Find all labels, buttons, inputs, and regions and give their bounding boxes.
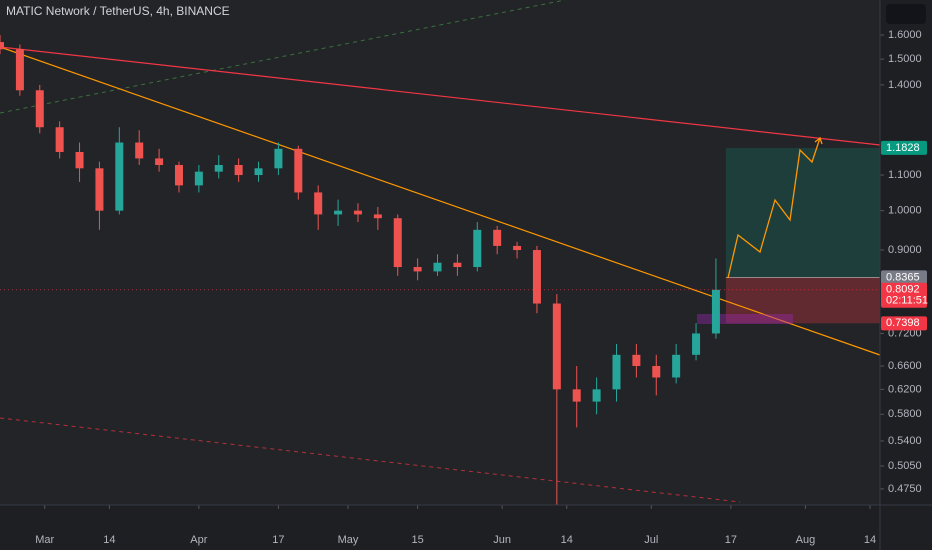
y-tick-label: 1.4000: [888, 79, 922, 91]
loss-zone: [725, 277, 880, 324]
candle-body: [174, 164, 183, 186]
x-tick-label: 15: [412, 534, 424, 546]
price-label: 1.1828: [886, 142, 920, 154]
candle-body: [493, 229, 502, 246]
candle-body: [135, 142, 144, 159]
y-tick-label: 0.6600: [888, 360, 922, 372]
candle-body: [314, 192, 323, 215]
y-tick-label: 0.6200: [888, 383, 922, 395]
candle-body: [353, 210, 362, 215]
candle-body: [413, 267, 422, 272]
y-tick-label: 1.5000: [888, 53, 922, 65]
x-tick-label: 14: [103, 534, 115, 546]
trendline: [0, 0, 566, 114]
drawings: [0, 0, 881, 503]
y-tick-label: 1.6000: [888, 29, 922, 41]
x-tick-label: Mar: [35, 534, 54, 546]
price-label-bg: [881, 270, 927, 285]
candle-body: [35, 90, 44, 128]
position-layer: [725, 147, 880, 324]
price-label: 0.8092: [886, 284, 920, 296]
projection-arrow: [814, 136, 823, 145]
x-tick-label: Apr: [190, 534, 207, 546]
candle-body: [632, 354, 641, 366]
price-label: 0.8365: [886, 271, 920, 283]
y-tick-label: 0.5400: [888, 435, 922, 447]
axes: 1.6000 1.5000 1.4000 1.1000 1.0000 0.9000 0.72…: [0, 29, 928, 546]
y-tick-label: 0.7200: [888, 327, 922, 339]
x-tick-label: May: [338, 534, 359, 546]
chart-title: MATIC Network / TetherUS, 4h, BINANCE: [6, 4, 230, 18]
zone: [697, 314, 793, 324]
price-label-bg: [881, 140, 927, 155]
candles: [0, 34, 720, 505]
y-tick-label: 0.9000: [888, 244, 922, 256]
candle-body: [373, 214, 382, 219]
settings-button[interactable]: [886, 4, 926, 24]
candle-body: [711, 289, 720, 334]
candle-body: [95, 168, 104, 211]
projection: [727, 137, 821, 279]
price-label: 0.7398: [886, 317, 920, 329]
candle-body: [612, 354, 621, 390]
candle-body: [274, 148, 283, 169]
candle-body: [234, 164, 243, 176]
candle-body: [334, 210, 343, 215]
y-tick-label: 0.5050: [888, 460, 922, 472]
candle-body: [592, 389, 601, 402]
candle-body: [115, 142, 124, 211]
x-tick-label: Jul: [644, 534, 658, 546]
candle-body: [473, 229, 482, 268]
countdown: 02:11:51: [886, 295, 928, 307]
candle-body: [0, 42, 4, 50]
trendline: [0, 46, 881, 146]
candle-body: [15, 49, 24, 91]
profit-zone: [725, 147, 880, 278]
candle-body: [652, 365, 661, 378]
candle-body: [75, 151, 84, 169]
y-tick-label: 0.4750: [888, 483, 922, 495]
x-tick-label: Jun: [493, 534, 511, 546]
candle-body: [433, 262, 442, 272]
price-label-bg: [881, 316, 927, 331]
candle-body: [214, 164, 223, 172]
y-tick-label: 1.0000: [888, 205, 922, 217]
trendline: [0, 46, 881, 356]
candle-body: [692, 333, 701, 355]
candle-body: [155, 158, 164, 165]
candle-body: [393, 218, 402, 268]
candle-body: [194, 171, 203, 186]
x-tick-label: 14: [864, 534, 876, 546]
candle-body: [55, 127, 64, 152]
candle-body: [572, 389, 581, 402]
x-tick-label: 14: [561, 534, 573, 546]
candle-body: [552, 303, 561, 390]
candle-body: [513, 245, 522, 251]
candle-body: [532, 250, 541, 304]
candle-body: [254, 168, 263, 176]
candle-body: [294, 148, 303, 193]
candle-body: [453, 262, 462, 268]
x-tick-label: 17: [272, 534, 284, 546]
candle-body: [672, 354, 681, 378]
y-tick-label: 0.5800: [888, 408, 922, 420]
x-tick-label: 17: [725, 534, 737, 546]
x-tick-label: Aug: [796, 534, 816, 546]
y-tick-label: 1.1000: [888, 169, 922, 181]
price-label-bg: [881, 282, 927, 308]
